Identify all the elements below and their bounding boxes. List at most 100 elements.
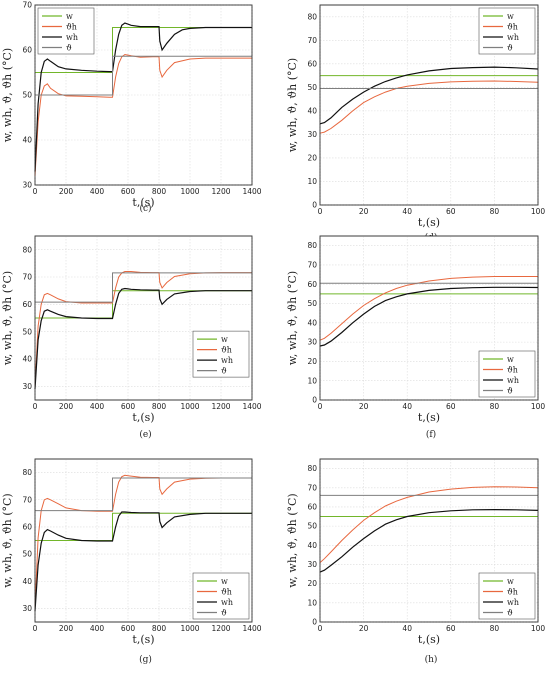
legend-label: ϑ [507, 609, 513, 618]
y-tick-label: 10 [307, 598, 317, 607]
y-tick-label: 80 [307, 241, 317, 250]
x-axis-label: t,(s) [418, 633, 440, 646]
x-tick-label: 100 [531, 207, 546, 216]
y-tick-label: 10 [307, 177, 317, 186]
x-tick-label: 1000 [180, 402, 199, 411]
legend-label: ϑh [507, 588, 518, 597]
panel-caption: (g) [139, 654, 152, 665]
legend-label: w [221, 335, 228, 344]
x-tick-label: 1200 [211, 624, 230, 633]
x-tick-label: 0 [33, 187, 38, 196]
x-tick-label: 40 [402, 624, 412, 633]
x-tick-label: 80 [490, 402, 500, 411]
x-tick-label: 200 [59, 187, 74, 196]
x-tick-label: 1000 [180, 624, 199, 633]
chart-panel-d: 0 20 40 60 80 100 0 10 20 30 40 50 60 70 80 t,(s) w, wh,… [286, 4, 546, 243]
y-tick-label: 50 [22, 327, 32, 336]
x-tick-label: 20 [359, 624, 369, 633]
y-tick-label: 80 [307, 12, 317, 21]
y-axis-label: w, wh, ϑ, ϑh (°C) [1, 493, 14, 587]
x-tick-label: 600 [121, 624, 136, 633]
x-tick-label: 60 [446, 402, 456, 411]
y-tick-label: 70 [22, 495, 32, 504]
panel-caption: (h) [425, 654, 438, 665]
x-axis-label: t,(s) [418, 411, 440, 424]
plot-frame [34, 235, 253, 401]
x-tick-label: 800 [152, 402, 167, 411]
legend-label: ϑh [221, 346, 232, 355]
plot-frame [319, 235, 539, 401]
x-tick-label: 100 [531, 624, 546, 633]
series-line-g-2 [34, 511, 252, 612]
y-tick-label: 50 [307, 522, 317, 531]
legend-label: wh [221, 356, 233, 365]
x-tick-label: 0 [318, 207, 323, 216]
x-axis-label: t,(s) [132, 196, 154, 209]
y-tick-label: 30 [307, 560, 317, 569]
x-axis-label: t,(s) [418, 216, 440, 229]
x-tick-label: 60 [446, 207, 456, 216]
legend-label: ϑh [507, 366, 518, 375]
x-tick-label: 800 [152, 187, 167, 196]
series-line-c-1 [34, 53, 252, 177]
y-tick-label: 60 [307, 503, 317, 512]
legend-label: wh [66, 33, 78, 42]
x-tick-label: 20 [359, 402, 369, 411]
legend-label: wh [221, 598, 233, 607]
series-line-h-1 [319, 486, 539, 563]
series-line-f-2 [319, 286, 539, 347]
y-tick-label: 20 [307, 579, 317, 588]
x-tick-label: 400 [90, 624, 105, 633]
legend-label: w [507, 577, 514, 586]
x-axis-label: t,(s) [132, 411, 154, 424]
series-line-g-1 [34, 474, 252, 609]
series-line-c-0 [35, 27, 252, 73]
y-axis-label: w, wh, ϑ, ϑh (°C) [286, 58, 299, 152]
y-tick-label: 60 [307, 59, 317, 68]
x-tick-label: 1200 [211, 402, 230, 411]
y-tick-label: 30 [22, 604, 32, 613]
x-axis-label: t,(s) [132, 633, 154, 646]
x-tick-label: 400 [90, 402, 105, 411]
y-tick-label: 70 [22, 1, 32, 10]
legend-label: ϑ [221, 367, 227, 376]
y-tick-label: 0 [312, 618, 317, 627]
x-tick-label: 80 [490, 207, 500, 216]
y-tick-label: 50 [22, 550, 32, 559]
series-line-e-0 [35, 290, 252, 319]
panel-caption: (c) [139, 203, 151, 214]
x-tick-label: 60 [446, 624, 456, 633]
x-tick-label: 600 [121, 402, 136, 411]
series-line-g-0 [35, 512, 252, 541]
legend-label: w [507, 355, 514, 364]
x-tick-label: 1400 [242, 402, 261, 411]
legend-label: ϑ [507, 44, 513, 53]
x-tick-label: 200 [59, 624, 74, 633]
chart-panel-h: 0 20 40 60 80 100 0 10 20 30 40 50 60 70 80 t,(s) w, wh,… [286, 458, 546, 665]
legend-label: w [221, 577, 228, 586]
y-tick-label: 10 [307, 376, 317, 385]
legend-label: w [66, 12, 73, 21]
y-axis-label: w, wh, ϑ, ϑh (°C) [1, 271, 14, 365]
panel-caption: (f) [426, 429, 436, 440]
y-tick-label: 60 [22, 46, 32, 55]
x-tick-label: 1400 [242, 624, 261, 633]
y-tick-label: 60 [307, 280, 317, 289]
y-tick-label: 40 [307, 106, 317, 115]
y-tick-label: 30 [22, 382, 32, 391]
x-tick-label: 400 [90, 187, 105, 196]
y-tick-label: 40 [307, 541, 317, 550]
x-tick-label: 20 [359, 207, 369, 216]
x-tick-label: 80 [490, 624, 500, 633]
x-tick-label: 40 [402, 207, 412, 216]
legend-label: wh [507, 376, 519, 385]
series-line-c-2 [34, 22, 252, 172]
y-tick-label: 70 [22, 273, 32, 282]
y-tick-label: 30 [307, 130, 317, 139]
chart-panel-g: 0 200 400 600 800 1000 1200 1400 30 40 50 60 70 80 t,(… [1, 458, 262, 665]
y-tick-label: 40 [22, 577, 32, 586]
y-tick-label: 30 [22, 181, 32, 190]
series-line-e-1 [34, 271, 252, 387]
